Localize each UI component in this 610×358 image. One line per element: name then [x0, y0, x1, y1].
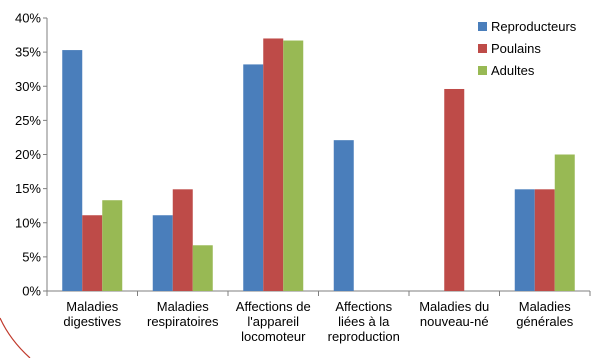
y-tick-label: 35% — [15, 45, 41, 60]
y-tick-label: 0% — [22, 284, 41, 299]
y-tick-label: 25% — [15, 113, 41, 128]
x-category-label: Maladies du nouveau-né — [419, 299, 489, 329]
decorative-red-arc — [0, 317, 31, 358]
bar-adultes-5 — [554, 154, 575, 291]
x-category-label-line: reproduction — [328, 329, 400, 344]
legend-swatch-poulains — [478, 44, 487, 53]
chart-legend: Reproducteurs Poulains Adultes — [478, 19, 577, 78]
x-category-label: Maladies respiratoires — [147, 299, 219, 329]
bar-adultes-1 — [192, 245, 213, 291]
x-category-label-line: nouveau-né — [420, 314, 489, 329]
bar-poulains-2 — [263, 38, 284, 291]
x-category-label-line: liées à la — [338, 314, 390, 329]
x-category-label-line: locomoteur — [241, 329, 306, 344]
chart-axes — [43, 17, 591, 296]
y-tick-label: 5% — [22, 249, 41, 264]
chart-labels: 0%5%10%15%20%25%30%35%40%Maladies digesti… — [15, 11, 574, 345]
x-category-label-line: respiratoires — [147, 314, 219, 329]
bar-poulains-4 — [444, 88, 465, 291]
bar-reproducteurs-2 — [243, 64, 264, 291]
y-tick-label: 30% — [15, 79, 41, 94]
x-category-label-line: Affections de — [236, 299, 311, 314]
bar-poulains-1 — [172, 189, 193, 291]
x-category-label-line: Maladies — [157, 299, 210, 314]
x-category-label-line: Maladies du — [419, 299, 489, 314]
x-category-label-line: Maladies — [519, 299, 572, 314]
x-category-label-line: Maladies — [66, 299, 119, 314]
x-category-label-line: Affections — [335, 299, 392, 314]
legend-label-poulains: Poulains — [491, 41, 541, 56]
bar-adultes-2 — [283, 40, 304, 292]
x-category-label: Affections de l'appareil locomoteur — [236, 299, 311, 344]
bar-reproducteurs-0 — [62, 50, 83, 291]
y-tick-label: 40% — [15, 11, 41, 26]
x-category-label-line: digestives — [63, 314, 121, 329]
bar-reproducteurs-1 — [152, 215, 173, 291]
x-category-label-line: générales — [516, 314, 574, 329]
legend-label-adultes: Adultes — [491, 63, 535, 78]
bar-poulains-0 — [82, 215, 103, 291]
x-category-label: Affections liées à la reproduction — [328, 299, 400, 344]
y-tick-label: 10% — [15, 215, 41, 230]
bar-reproducteurs-5 — [514, 189, 535, 291]
legend-swatch-reproducteurs — [478, 22, 487, 31]
chart-bars — [62, 38, 575, 292]
bar-reproducteurs-3 — [333, 140, 354, 291]
bar-poulains-5 — [534, 189, 555, 291]
x-category-label: Maladies digestives — [63, 299, 121, 329]
x-category-label: Maladies générales — [516, 299, 574, 329]
y-tick-label: 15% — [15, 181, 41, 196]
y-tick-label: 20% — [15, 147, 41, 162]
legend-swatch-adultes — [478, 66, 487, 75]
x-category-label-line: l'appareil — [247, 314, 299, 329]
bar-adultes-0 — [102, 200, 123, 291]
legend-label-reproducteurs: Reproducteurs — [491, 19, 577, 34]
